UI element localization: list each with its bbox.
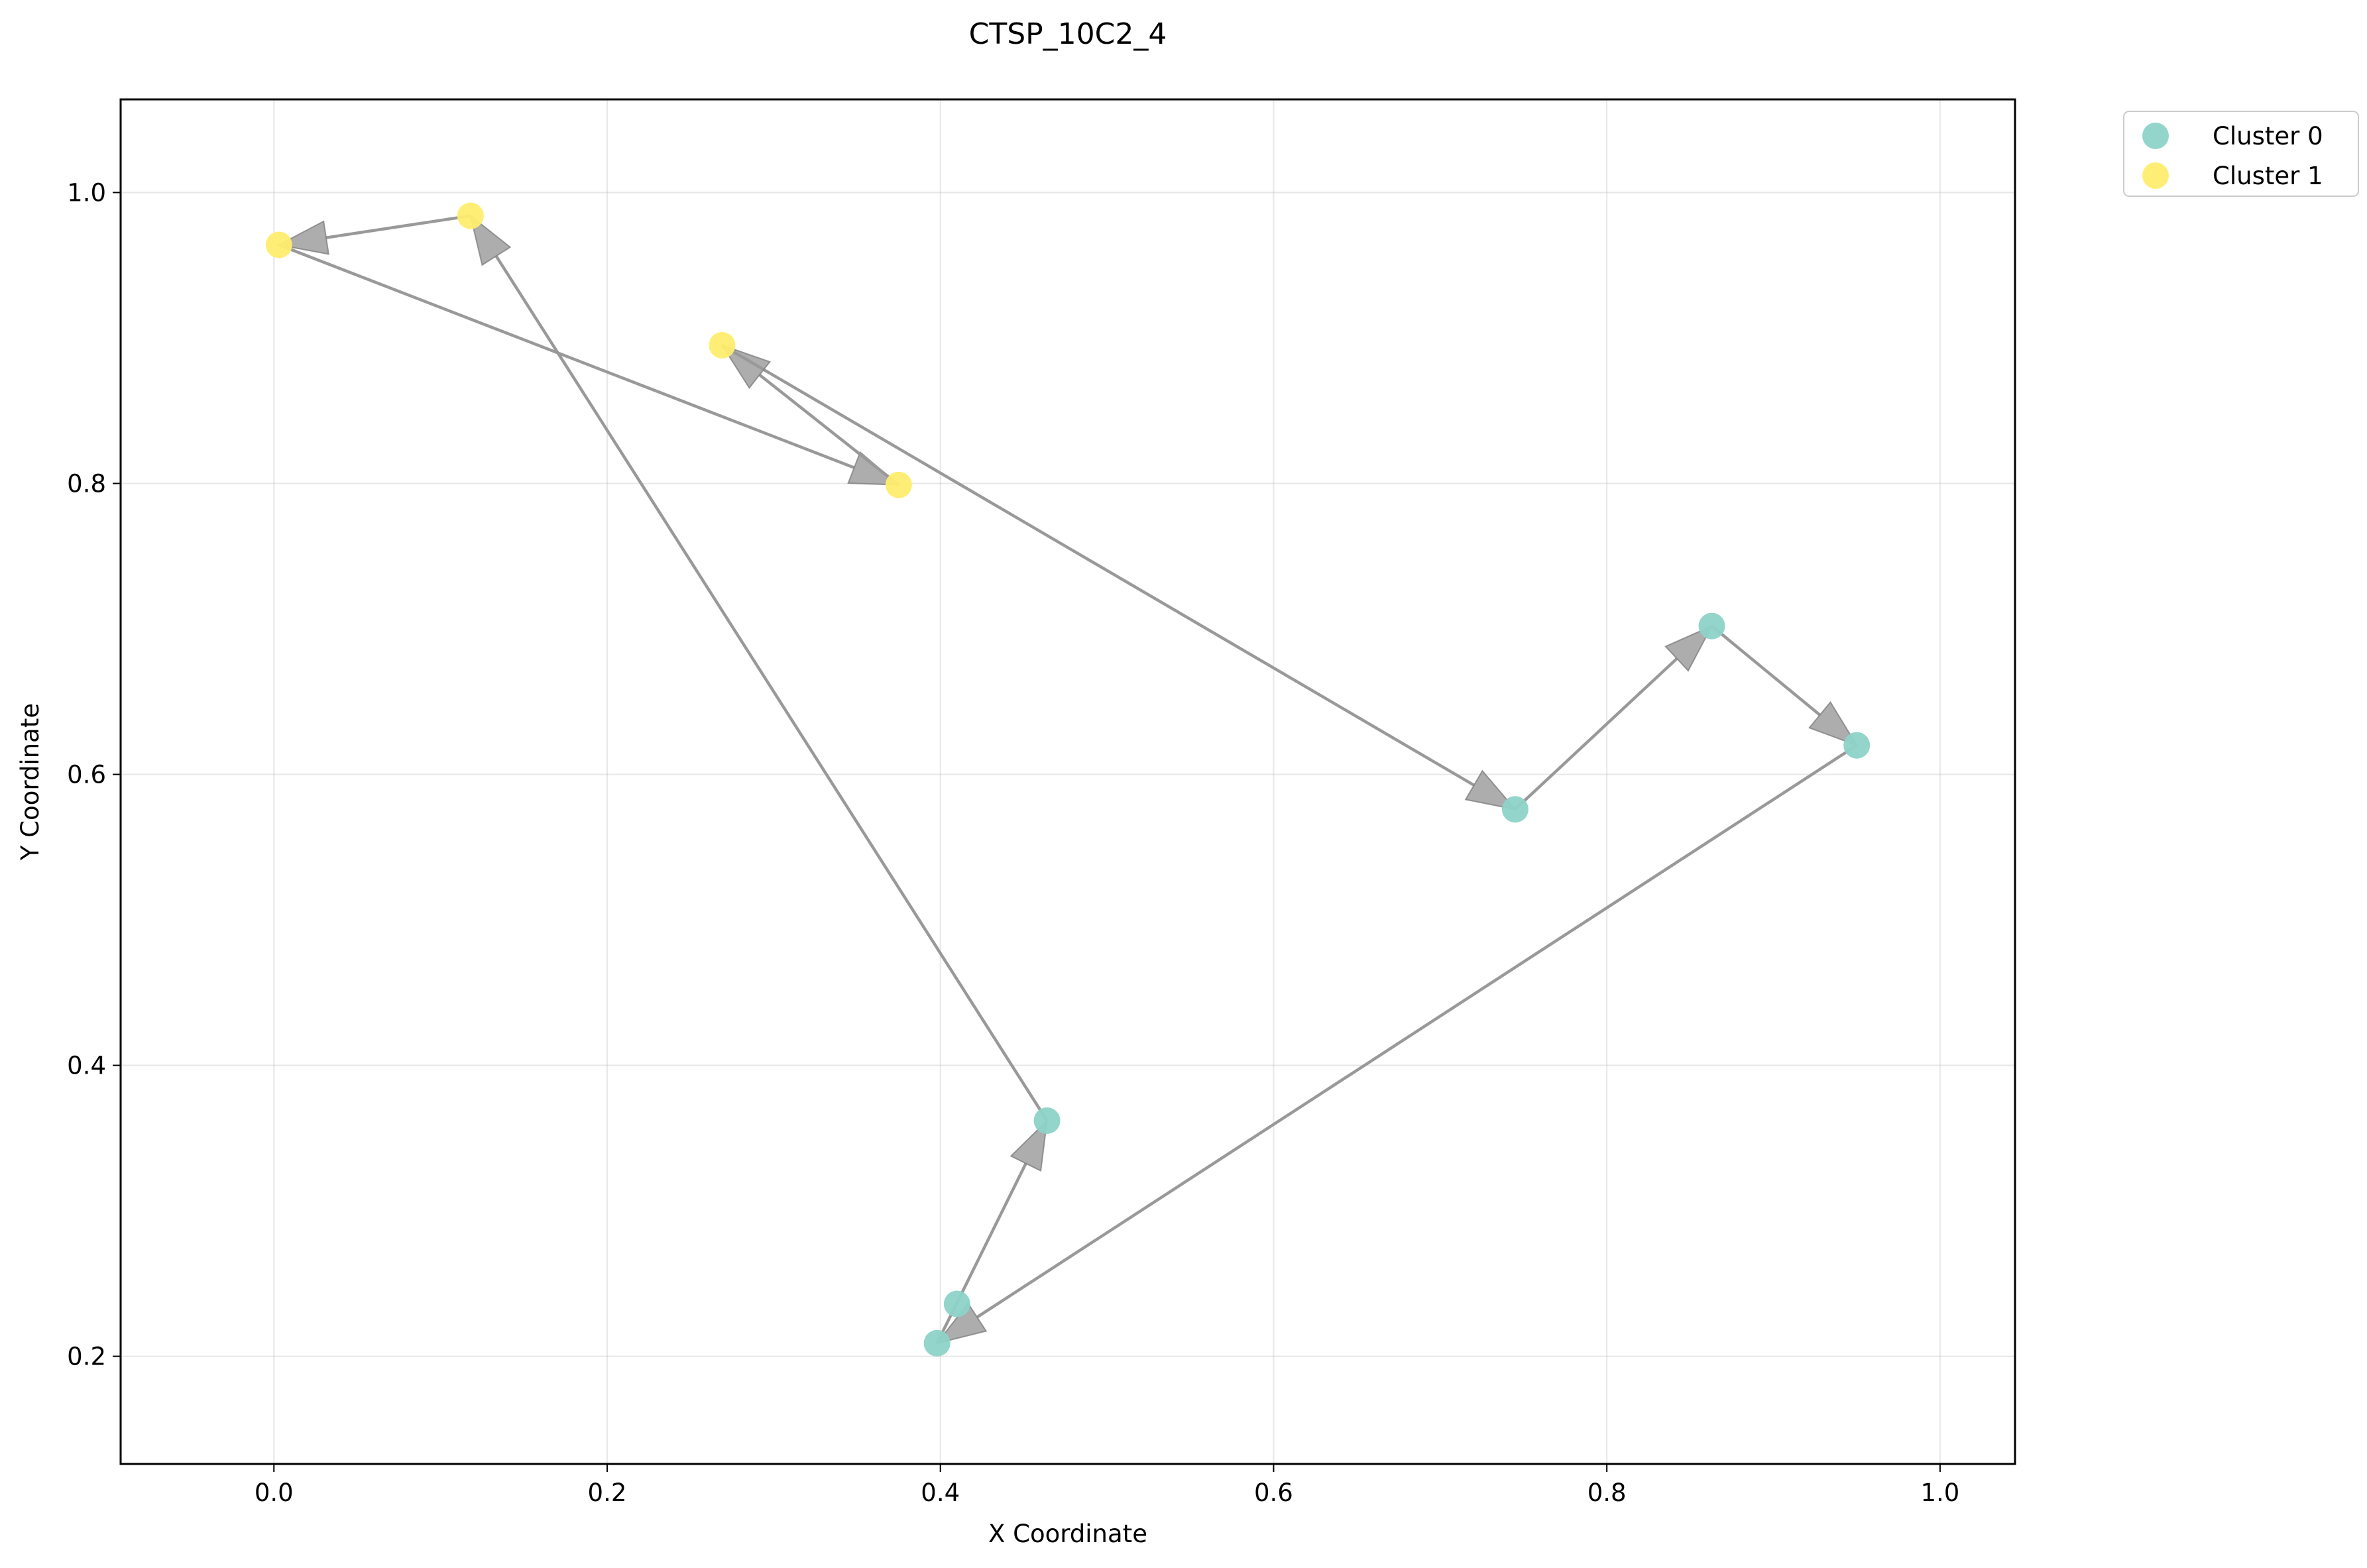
route-arrowhead bbox=[1010, 1119, 1048, 1172]
route-segment bbox=[758, 373, 900, 486]
cluster-0-point bbox=[1843, 732, 1871, 759]
plot-frame bbox=[119, 98, 2016, 1465]
cluster-0-point bbox=[923, 1329, 951, 1357]
route-segment bbox=[1514, 657, 1678, 811]
y-tick-label: 0.2 bbox=[67, 1343, 106, 1371]
cluster-1-point bbox=[457, 202, 484, 229]
legend-label: Cluster 1 bbox=[2213, 162, 2323, 190]
legend-marker bbox=[2142, 123, 2169, 149]
cluster-0-point bbox=[1501, 796, 1529, 823]
x-tick-label: 0.2 bbox=[588, 1479, 627, 1507]
cluster-1-point bbox=[709, 331, 736, 359]
cluster-0-point bbox=[1033, 1107, 1061, 1134]
route-arrowhead bbox=[1464, 769, 1517, 811]
y-tick-label: 0.8 bbox=[67, 470, 106, 498]
x-tick-label: 1.0 bbox=[1920, 1479, 1959, 1507]
route-layer bbox=[276, 214, 1859, 1345]
ticks-layer: 0.0 0.2 0.4 0.6 0.8 1.0 0.2 0.4 0.6 0.8 1.0 bbox=[67, 178, 1959, 1507]
legend-marker bbox=[2142, 162, 2169, 189]
route-segment bbox=[1711, 624, 1821, 716]
grid-layer bbox=[121, 99, 2015, 1464]
x-tick-label: 0.0 bbox=[255, 1479, 294, 1507]
x-tick-label: 0.6 bbox=[1254, 1479, 1293, 1507]
route-arrowhead bbox=[1808, 700, 1859, 747]
route-arrowhead bbox=[1664, 624, 1713, 672]
legend-box bbox=[2123, 111, 2359, 197]
chart-title: CTSP_10C2_4 bbox=[969, 17, 1167, 51]
legend-label: Cluster 0 bbox=[2213, 122, 2323, 150]
points-layer bbox=[265, 202, 1871, 1357]
cluster-0-point bbox=[1698, 612, 1725, 640]
route-segment bbox=[325, 214, 471, 239]
legend: Cluster 0 Cluster 1 bbox=[2123, 111, 2359, 197]
x-tick-label: 0.8 bbox=[1588, 1479, 1627, 1507]
cluster-1-point bbox=[885, 471, 912, 498]
route-segment bbox=[976, 744, 1858, 1319]
route-arrowhead bbox=[721, 344, 772, 389]
route-segment bbox=[278, 243, 855, 469]
x-tick-label: 0.4 bbox=[921, 1479, 960, 1507]
route-arrowhead bbox=[935, 1302, 988, 1345]
route-segment bbox=[721, 344, 1475, 787]
y-tick-label: 0.6 bbox=[67, 761, 106, 789]
cluster-0-point bbox=[943, 1290, 970, 1317]
route-segment bbox=[494, 255, 1049, 1122]
route-arrowhead bbox=[469, 214, 512, 266]
y-axis-label: Y Coordinate bbox=[16, 703, 44, 861]
x-axis-label: X Coordinate bbox=[988, 1520, 1147, 1548]
cluster-1-point bbox=[265, 231, 292, 258]
y-tick-label: 1.0 bbox=[67, 178, 106, 207]
y-tick-label: 0.4 bbox=[67, 1052, 106, 1080]
